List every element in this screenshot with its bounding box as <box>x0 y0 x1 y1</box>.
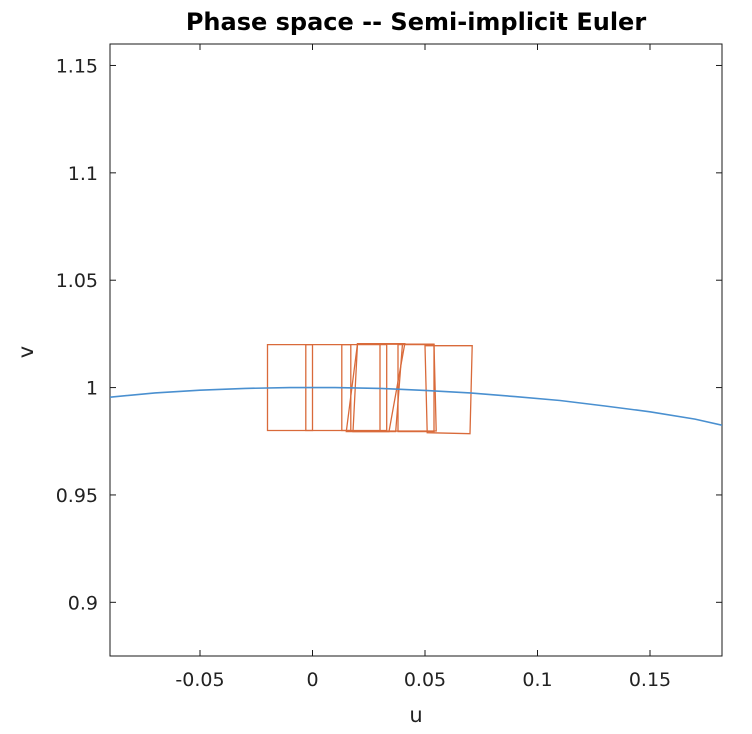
phase-boxes <box>266 342 473 435</box>
phase-box <box>397 343 435 433</box>
y-tick-label: 1.1 <box>68 163 98 185</box>
x-tick-label: 0.15 <box>629 669 671 691</box>
y-tick-label: 1.05 <box>56 270 98 292</box>
axis-ticks <box>110 44 722 656</box>
x-tick-label: 0.1 <box>522 669 552 691</box>
trajectory-line <box>110 386 722 426</box>
x-tick-label: -0.05 <box>175 669 224 691</box>
plot-area-frame <box>109 43 723 657</box>
chart-title: Phase space -- Semi-implicit Euler <box>186 8 646 36</box>
y-tick-label: 1.15 <box>56 55 98 77</box>
y-axis-label: v <box>14 346 38 358</box>
x-tick-label: 0 <box>306 669 318 691</box>
y-tick-label: 1 <box>86 378 98 400</box>
y-tick-label: 0.95 <box>56 485 98 507</box>
x-tick-label: 0.05 <box>404 669 446 691</box>
y-tick-label: 0.9 <box>68 592 98 614</box>
axis-tick-labels: -0.05 0 0.05 0.1 0.15 0.9 0.95 1 1.05 1.1 1.15 <box>56 55 671 691</box>
trajectory-series <box>110 386 722 426</box>
x-axis-label: u <box>409 703 422 727</box>
phase-box <box>424 345 473 435</box>
